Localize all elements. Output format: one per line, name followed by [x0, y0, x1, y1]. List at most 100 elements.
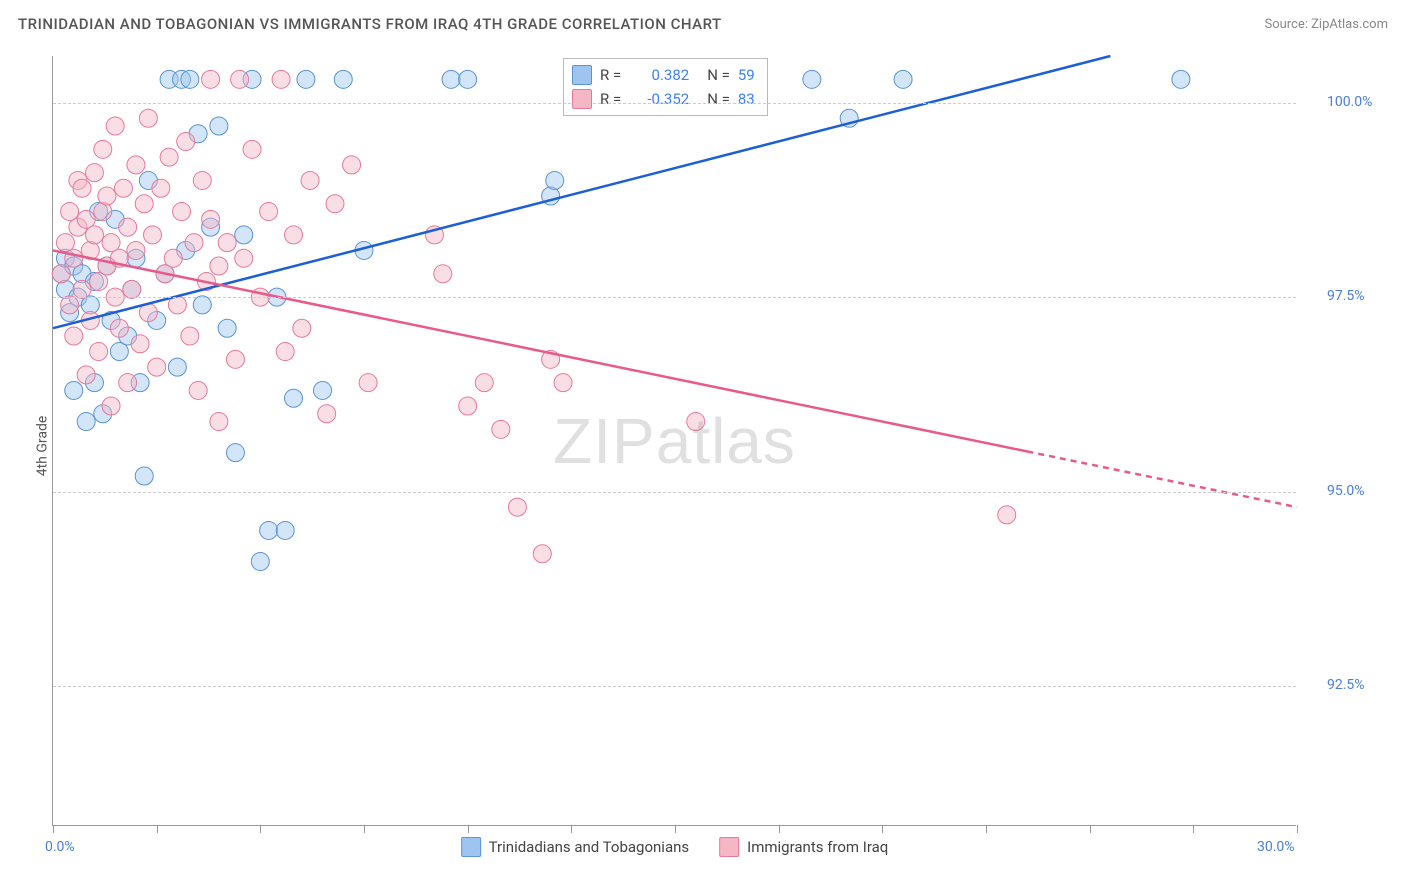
data-point: [202, 210, 220, 228]
x-tick: [779, 825, 780, 833]
data-point: [164, 249, 182, 267]
data-point: [687, 413, 705, 431]
gridline: [53, 297, 1296, 298]
data-point: [181, 327, 199, 345]
y-tick-label: 97.5%: [1327, 288, 1365, 304]
x-tick: [260, 825, 261, 833]
data-point: [492, 420, 510, 438]
series-legend: Trinidadians and Tobagonians Immigrants …: [461, 837, 889, 857]
data-point: [94, 203, 112, 221]
data-point: [243, 140, 261, 158]
data-point: [119, 218, 137, 236]
trend-line: [53, 250, 1027, 451]
gridline: [53, 492, 1296, 493]
data-point: [102, 397, 120, 415]
legend-item: Immigrants from Iraq: [719, 837, 888, 857]
data-point: [52, 265, 70, 283]
x-tick: [986, 825, 987, 833]
data-point: [119, 374, 137, 392]
legend-R-label: R =: [600, 87, 621, 111]
y-tick-label: 95.0%: [1327, 483, 1365, 499]
data-point: [98, 187, 116, 205]
data-point: [135, 467, 153, 485]
data-point: [343, 156, 361, 174]
data-point: [272, 70, 290, 88]
legend-R-value: 0.382: [629, 63, 689, 87]
data-point: [144, 226, 162, 244]
data-point: [73, 280, 91, 298]
x-tick: [364, 825, 365, 833]
data-point: [65, 249, 83, 267]
legend-label: Trinidadians and Tobagonians: [489, 838, 689, 856]
x-tick: [1090, 825, 1091, 833]
data-point: [193, 296, 211, 314]
data-point: [218, 234, 236, 252]
data-point: [168, 358, 186, 376]
x-tick: [53, 825, 54, 833]
legend-label: Immigrants from Iraq: [747, 838, 888, 856]
data-point: [314, 381, 332, 399]
data-point: [77, 413, 95, 431]
y-axis-title: 4th Grade: [34, 416, 50, 477]
data-point: [85, 164, 103, 182]
data-point: [177, 133, 195, 151]
legend-N-label: N =: [707, 87, 730, 111]
data-point: [65, 381, 83, 399]
data-point: [77, 366, 95, 384]
data-point: [260, 203, 278, 221]
data-point: [210, 413, 228, 431]
legend-swatch: [461, 837, 481, 857]
data-point: [276, 521, 294, 539]
data-point: [61, 296, 79, 314]
data-point: [131, 335, 149, 353]
legend-N-value: 59: [738, 63, 755, 87]
data-point: [803, 70, 821, 88]
data-point: [293, 319, 311, 337]
x-tick: [468, 825, 469, 833]
data-point: [127, 156, 145, 174]
x-tick: [1297, 825, 1298, 833]
data-point: [185, 234, 203, 252]
y-tick-label: 100.0%: [1327, 94, 1372, 110]
chart-header: TRINIDADIAN AND TOBAGONIAN VS IMMIGRANTS…: [0, 0, 1406, 48]
data-point: [127, 241, 145, 259]
scatter-svg: [53, 56, 1296, 825]
legend-swatch: [572, 65, 592, 85]
data-point: [334, 70, 352, 88]
data-point: [894, 70, 912, 88]
data-point: [546, 171, 564, 189]
data-point: [285, 226, 303, 244]
data-point: [442, 70, 460, 88]
data-point: [318, 405, 336, 423]
plot-area: ZIPatlas R = 0.382 N = 59 R = -0.352 N =…: [52, 56, 1296, 826]
x-tick-label: 30.0%: [1257, 839, 1295, 855]
legend-N-label: N =: [707, 63, 730, 87]
data-point: [251, 553, 269, 571]
y-tick-label: 92.5%: [1327, 677, 1365, 693]
data-point: [218, 319, 236, 337]
data-point: [359, 374, 377, 392]
data-point: [508, 498, 526, 516]
chart-title: TRINIDADIAN AND TOBAGONIAN VS IMMIGRANTS…: [18, 15, 722, 33]
data-point: [152, 179, 170, 197]
data-point: [202, 70, 220, 88]
data-point: [135, 195, 153, 213]
data-point: [181, 70, 199, 88]
legend-N-value: 83: [738, 87, 755, 111]
legend-row: R = 0.382 N = 59: [572, 63, 755, 87]
legend-swatch: [719, 837, 739, 857]
data-point: [210, 257, 228, 275]
data-point: [110, 319, 128, 337]
legend-swatch: [572, 89, 592, 109]
data-point: [276, 343, 294, 361]
data-point: [1172, 70, 1190, 88]
data-point: [235, 249, 253, 267]
x-tick: [157, 825, 158, 833]
legend-item: Trinidadians and Tobagonians: [461, 837, 689, 857]
x-tick: [1193, 825, 1194, 833]
gridline: [53, 686, 1296, 687]
data-point: [235, 226, 253, 244]
data-point: [285, 389, 303, 407]
data-point: [554, 374, 572, 392]
data-point: [297, 70, 315, 88]
